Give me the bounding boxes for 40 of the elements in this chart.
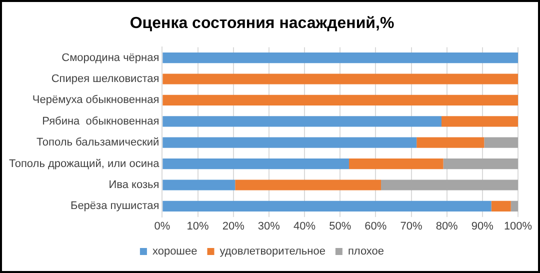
bar [381, 180, 518, 190]
y-tick-label: Смородина чёрная [62, 52, 160, 64]
chart-title: Оценка состояния насаждений,% [130, 15, 394, 32]
bar [162, 52, 518, 64]
x-tick-label: 100% [504, 220, 532, 232]
x-tick-label: 50% [329, 220, 352, 232]
x-tick-label: 30% [258, 220, 280, 232]
bar [162, 116, 442, 127]
bar [162, 158, 349, 170]
y-tick-label: Ива козья [108, 179, 160, 192]
bar [162, 74, 518, 84]
x-tick-label: 90% [471, 220, 494, 232]
y-tick-label: Спирея шелковистая [51, 73, 160, 86]
x-tick-label: 10% [186, 220, 209, 232]
bar [235, 180, 382, 190]
x-tick-label: 60% [364, 220, 387, 232]
bar [162, 200, 492, 212]
bar [443, 158, 518, 170]
x-tick-label: 20% [222, 220, 245, 232]
x-tick-label: 40% [294, 220, 316, 232]
x-tick-label: 70% [400, 220, 422, 232]
x-tick-label: 80% [436, 220, 458, 232]
bar [510, 200, 518, 212]
y-tick-label: Тополь дрожащий, или осина [8, 158, 160, 170]
y-tick-label: Черёмуха обыкновенная [32, 94, 160, 106]
bar [491, 200, 511, 212]
y-tick-label: Тополь бальзамический [36, 136, 160, 149]
y-tick-label: Рябина обыкновенная [42, 115, 160, 128]
y-tick-label: Берёза пушистая [70, 200, 160, 212]
bar [162, 137, 417, 148]
x-tick-label: 0% [154, 220, 170, 232]
bar [348, 158, 444, 170]
legend-label: плохое [348, 246, 384, 258]
legend-label: удовлетворительное [220, 246, 326, 258]
bar [416, 137, 484, 148]
bar [162, 180, 236, 190]
bar [442, 116, 518, 127]
bar [162, 94, 518, 106]
bar [484, 137, 518, 148]
legend-label: хорошее [152, 246, 198, 258]
